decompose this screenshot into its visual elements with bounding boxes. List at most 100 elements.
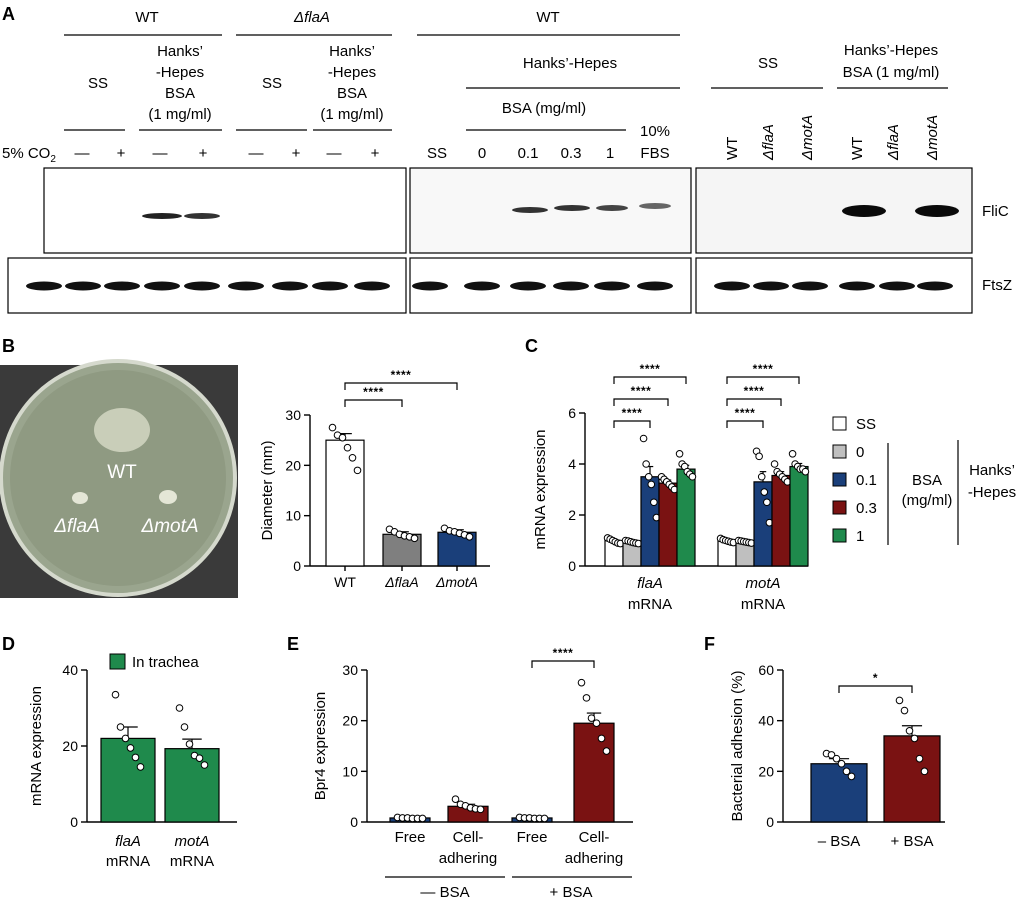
b-plate-label-flaa: ΔflaA (53, 516, 100, 537)
e-x-tick-label-1-1: adhering (439, 850, 497, 867)
a-hanks-1-line2: -Hepes (156, 64, 204, 81)
c-group-sub-0: mRNA (628, 596, 672, 613)
a-ftsz-band-9 (354, 281, 390, 291)
f-sig-bracket (838, 685, 913, 693)
e-0-point (418, 814, 427, 823)
b-2-point (465, 533, 474, 541)
a-hanks-2-line2: -Hepes (328, 64, 376, 81)
a-mid-lane-01: 0.1 (518, 145, 539, 162)
d-0-point (116, 723, 125, 731)
e-x-tick-label-0-0: Free (395, 829, 426, 846)
f-x-tick-label-1: + BSA (891, 833, 934, 850)
c-0-2-point (639, 434, 648, 443)
f-0-point (827, 751, 836, 759)
a-hanks-hepes-mid: Hanks’-Hepes (523, 55, 617, 72)
c-legend-swatch-3 (832, 500, 847, 515)
b-plate-label-mota: ΔmotA (140, 516, 198, 537)
d-0-bar (100, 737, 156, 823)
b-0-point (328, 423, 337, 432)
c-1-b-sig-label: **** (744, 384, 765, 398)
b-y-tick-label: 10 (285, 508, 301, 524)
a-band-flic-7 (842, 205, 886, 217)
a-ftsz-band-7 (272, 281, 308, 291)
c-1-2-point (757, 472, 766, 481)
c-1-2-point (755, 452, 763, 461)
c-legend-label-1: 0 (856, 444, 864, 461)
a-right-lanes: WT ΔflaA ΔmotA WT ΔflaA ΔmotA (724, 115, 941, 161)
c-y-tick-label: 4 (568, 456, 576, 472)
e-y-label: Bpr4 expression (312, 692, 329, 800)
a-ftsz-band-5 (184, 281, 220, 291)
a-blot-flic (43, 167, 973, 254)
a-mid-lane-ss: SS (427, 145, 447, 162)
f-1-point (905, 727, 914, 735)
d-y-tick-label: 20 (62, 738, 78, 754)
b-y-label: Diameter (mm) (259, 440, 276, 540)
b-mota-colony (159, 490, 177, 504)
e-1-point (476, 805, 485, 814)
b-flaa-colony (72, 492, 88, 504)
f-1-point (915, 754, 924, 763)
c-0-3-bar (658, 482, 678, 567)
a-right-lane-wt1: WT (724, 137, 741, 160)
e-3-point (602, 747, 611, 755)
d-x-tick-label-1: motA (174, 833, 209, 850)
f-0-point (847, 772, 856, 781)
d-x-tick-sub-1: mRNA (170, 853, 214, 870)
b-x-tick-label: ΔmotA (435, 574, 478, 590)
a-right-lane-mota2: ΔmotA (924, 115, 941, 161)
e-3-point (577, 678, 586, 687)
c-legend-label-3: 0.3 (856, 500, 877, 517)
c-legend-title-2: (mg/ml) (902, 492, 953, 509)
panel-label-f: F (704, 634, 715, 654)
b-1-point (410, 534, 419, 543)
b-1-sig-bracket (344, 399, 403, 407)
a-ftsz-band-13 (553, 281, 589, 291)
c-legend-title-1: BSA (912, 472, 942, 489)
c-group-label-1: motA (745, 575, 780, 592)
panel-label-a: A (2, 4, 15, 24)
d-x-tick-sub-0: mRNA (106, 853, 150, 870)
a-mid-lane-fbs: FBS (640, 145, 669, 162)
e-3-point (587, 714, 596, 722)
a-ftsz-band-3 (104, 281, 140, 291)
c-0-b-sig-bracket (613, 398, 669, 406)
a-band-flic-4 (554, 205, 590, 211)
a-band-flic-5 (596, 205, 628, 211)
b-1-sig-label: **** (363, 385, 384, 399)
a-band-flic-2 (184, 213, 220, 219)
a-ftsz-band-19 (839, 281, 875, 291)
a-ss-label-1: SS (88, 75, 108, 92)
f-y-tick-label: 20 (758, 763, 774, 779)
b-0-point (338, 433, 347, 442)
a-sign-6: + (292, 145, 301, 162)
a-band-flic-8 (915, 205, 959, 217)
f-0-point (837, 759, 846, 768)
chart-b: 0 10 20 30 Diameter (mm) WT ΔflaA ΔmotA **** **** (259, 368, 490, 590)
c-group-sub-1: mRNA (741, 596, 785, 613)
a-mid-lanes: SS 0 0.1 0.3 1 10% FBS (427, 123, 670, 162)
d-0-point (126, 744, 135, 752)
a-header-wt: WT (135, 9, 158, 26)
e-x-tick-label-2-0: Free (517, 829, 548, 846)
d-0-point (121, 734, 130, 743)
c-legend-swatch-1 (832, 444, 847, 459)
e-sig-bracket (531, 660, 595, 668)
a-right-lane-wt2: WT (849, 137, 866, 160)
f-1-point (920, 767, 929, 776)
e-y-tick-label: 30 (342, 662, 358, 678)
f-1-point (900, 706, 909, 715)
panel-label-b: B (2, 336, 15, 356)
a-co2-signs: — + — + — + — + (75, 145, 380, 162)
chart-d: 0 20 40 mRNA expression flaA mRNA motA mRNA In t… (28, 653, 237, 870)
c-0-2-point (647, 480, 656, 489)
a-sign-1: — (75, 145, 90, 162)
f-sig-label: * (873, 671, 878, 685)
f-0-point (842, 767, 851, 776)
c-y-tick-label: 6 (568, 405, 576, 421)
panel-label-d: D (2, 634, 15, 654)
b-y-tick-label: 20 (285, 457, 301, 473)
c-legend-label-2: 0.1 (856, 472, 877, 489)
c-1-4-bar (789, 465, 809, 567)
a-hanks-1-line1: Hanks’ (157, 43, 203, 60)
